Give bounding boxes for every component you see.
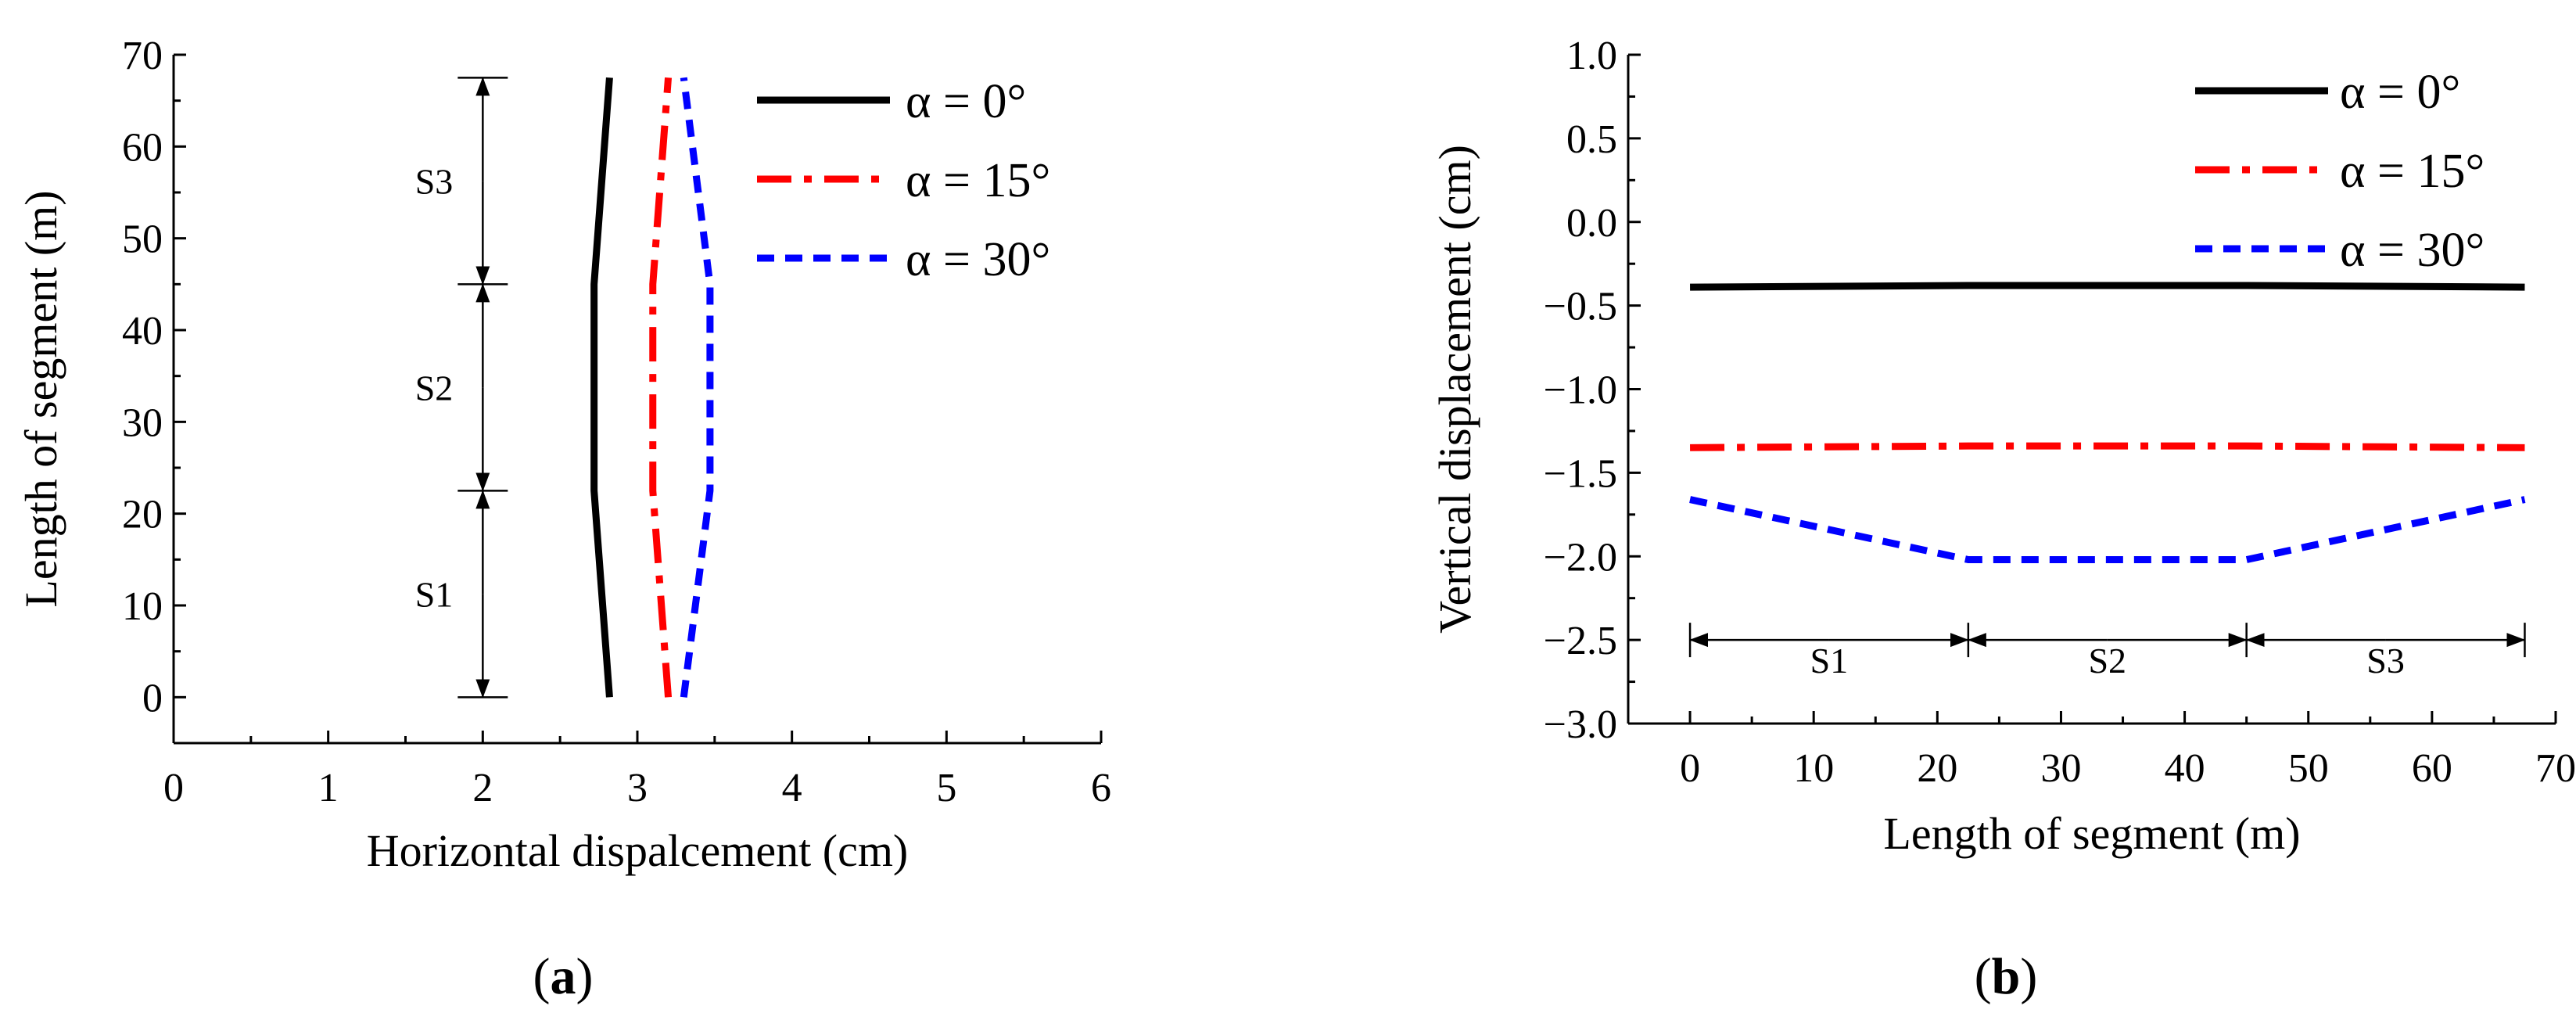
x-tick-label: 0 [1680, 746, 1700, 791]
segment-label: S1 [415, 574, 454, 614]
y-tick-label: 50 [122, 217, 163, 262]
y-tick-label: −0.5 [1544, 285, 1617, 329]
x-axis-title: Length of segment (m) [1883, 808, 2300, 859]
y-tick-label: −2.5 [1544, 619, 1617, 663]
y-tick-label: −1.0 [1544, 368, 1617, 413]
legend-label-0: α = 0° [2340, 66, 2460, 119]
x-tick-label: 3 [627, 766, 648, 810]
series-line-1 [649, 77, 673, 698]
y-tick-label: 0 [142, 676, 163, 720]
segment-label: S2 [415, 368, 454, 408]
x-tick-label: 4 [782, 766, 802, 810]
x-tick-label: 50 [2288, 746, 2329, 791]
segment-label: S2 [2088, 641, 2126, 681]
series-line-0 [1690, 282, 2525, 291]
y-tick-label: −2.0 [1544, 535, 1617, 580]
y-tick-label: 10 [122, 584, 163, 629]
panel-label-open: ( [1975, 948, 1992, 1005]
segment-label: S1 [1810, 641, 1849, 681]
segment-label: S3 [2366, 641, 2405, 681]
chart-panel-b: 0 10 20 30 40 50 60 70 1.0 0.5 0.0 −0.5 −1.0 −1.5 −2.0… [1430, 34, 2576, 1005]
series-line-2 [680, 77, 714, 698]
x-tick-label: 1 [318, 766, 339, 810]
x-axis-title: Horizontal dispalcement (cm) [367, 825, 909, 876]
series-line-0 [590, 77, 613, 698]
x-tick-label: 10 [1793, 746, 1834, 791]
legend-label-2: α = 30° [906, 233, 1050, 286]
x-tick-label: 40 [2165, 746, 2205, 791]
y-tick-label: −1.5 [1544, 451, 1617, 496]
x-tick-label: 70 [2535, 746, 2576, 791]
panel-label-close: ) [576, 948, 594, 1005]
x-tick-label: 30 [2040, 746, 2081, 791]
y-tick-label: 60 [122, 125, 163, 170]
panel-label-letter: a [551, 948, 576, 1005]
y-tick-label: 70 [122, 34, 163, 78]
panel-label-letter: b [1992, 948, 2021, 1005]
y-tick-label: 30 [122, 400, 163, 445]
x-tick-label: 5 [936, 766, 956, 810]
legend-label-0: α = 0° [906, 75, 1026, 128]
x-tick-label: 20 [1917, 746, 1957, 791]
y-tick-label: −3.0 [1544, 702, 1617, 747]
y-tick-label: 0.5 [1566, 117, 1617, 162]
x-tick-label: 0 [163, 766, 184, 810]
legend-label-2: α = 30° [2340, 224, 2485, 277]
y-tick-label: 1.0 [1566, 34, 1617, 78]
panel-label: (b) [1975, 948, 2038, 1005]
series-line-2 [1689, 496, 2526, 564]
y-tick-label: 0.0 [1566, 201, 1617, 246]
y-axis-title: Length of segment (m) [16, 190, 66, 607]
panel-label: (a) [533, 948, 594, 1005]
panel-label-open: ( [533, 948, 551, 1005]
x-tick-label: 2 [472, 766, 493, 810]
legend-label-1: α = 15° [906, 154, 1050, 207]
panel-label-close: ) [2020, 948, 2037, 1005]
y-tick-label: 40 [122, 309, 163, 354]
series-line-1 [1690, 442, 2525, 451]
x-tick-label: 6 [1091, 766, 1111, 810]
y-axis-title: Vertical displacement (cm) [1430, 145, 1480, 634]
x-tick-label: 60 [2412, 746, 2452, 791]
y-tick-label: 20 [122, 493, 163, 537]
segment-label: S3 [415, 161, 454, 201]
legend-label-1: α = 15° [2340, 145, 2485, 198]
